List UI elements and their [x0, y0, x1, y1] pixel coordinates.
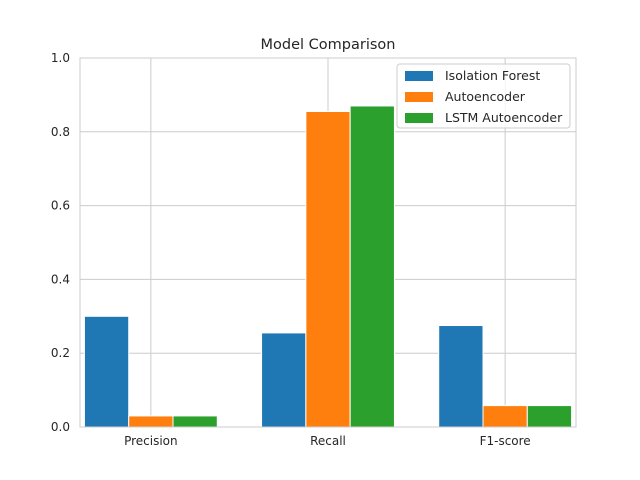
- x-tick-label: F1-score: [480, 434, 531, 448]
- legend-label: Autoencoder: [445, 89, 526, 104]
- bar-isolation-forest-precision: [83, 315, 130, 428]
- y-tick-label: 0.4: [51, 272, 70, 286]
- x-axis: Precision Recall F1-score: [124, 434, 531, 448]
- legend-label: LSTM Autoencoder: [445, 110, 563, 125]
- legend-box: [396, 63, 571, 129]
- bar-lstm-autoencoder-f1-score: [526, 405, 573, 428]
- legend-swatch: [405, 113, 433, 123]
- y-tick-label: 0.2: [51, 346, 70, 360]
- bar-autoencoder-f1-score: [482, 405, 528, 428]
- x-tick-label: Precision: [124, 434, 178, 448]
- chart-title: Model Comparison: [261, 37, 396, 53]
- bar-lstm-autoencoder-recall: [349, 105, 395, 428]
- bar-isolation-forest-recall: [261, 332, 307, 428]
- y-tick-label: 0.0: [51, 420, 70, 434]
- legend: Isolation Forest Autoencoder LSTM Autoenco…: [396, 63, 571, 129]
- bar-autoencoder-precision: [128, 415, 174, 428]
- y-axis: 0.0 0.2 0.4 0.6 0.8 1.0: [51, 51, 70, 434]
- y-tick-label: 0.6: [51, 199, 70, 213]
- bar-lstm-autoencoder-precision: [172, 415, 218, 428]
- legend-swatch: [405, 71, 433, 81]
- x-tick-label: Recall: [310, 434, 346, 448]
- y-tick-label: 0.8: [51, 125, 70, 139]
- bar-series: [83, 105, 573, 428]
- plot-frame: [79, 57, 577, 428]
- bar-isolation-forest-f1-score: [438, 325, 484, 428]
- legend-label: Isolation Forest: [445, 68, 540, 83]
- y-tick-label: 1.0: [51, 51, 70, 65]
- legend-swatch: [405, 92, 433, 102]
- bar-autoencoder-recall: [305, 111, 351, 428]
